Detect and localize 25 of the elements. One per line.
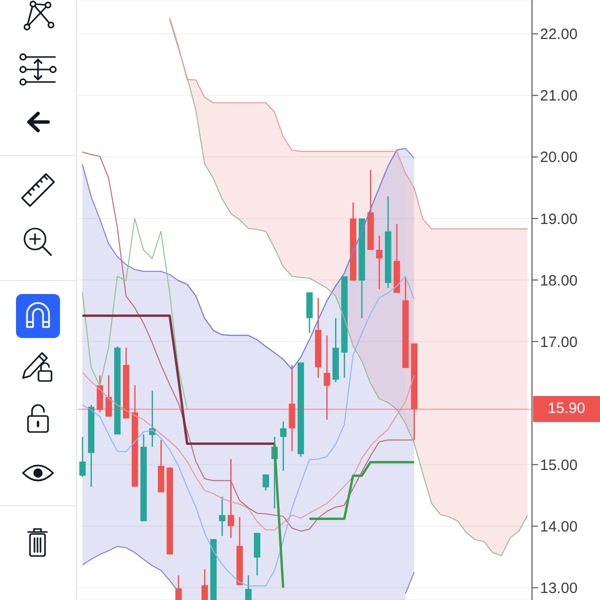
candlestick: [262, 474, 270, 492]
y-tick-label: 19.00: [540, 210, 578, 228]
candlestick: [376, 235, 383, 290]
line-series: [169, 17, 528, 230]
candlestick: [228, 458, 234, 538]
candlestick: [280, 420, 287, 472]
line-series: [82, 372, 415, 530]
line-series: [82, 276, 415, 586]
y-tick-label: 18.00: [540, 272, 578, 290]
y-tick-label: 15.00: [540, 456, 578, 474]
ref-line-label: 15.90: [533, 396, 600, 422]
candlestick: [202, 568, 208, 600]
line-series: [82, 218, 188, 410]
y-tick-label: 17.00: [540, 334, 578, 351]
candlestick: [324, 334, 330, 420]
candlestick: [105, 374, 112, 418]
candlestick: [79, 436, 86, 478]
y-tick-label: 21.00: [540, 88, 578, 105]
y-tick-label: 14.00: [540, 518, 578, 536]
candlestick: [245, 574, 252, 600]
line-series: [82, 148, 415, 370]
y-tick-label: 22.00: [540, 26, 578, 44]
y-tick-label: 20.00: [540, 149, 578, 166]
candlestick: [218, 496, 226, 537]
y-tick-label: 13.00: [540, 580, 578, 598]
